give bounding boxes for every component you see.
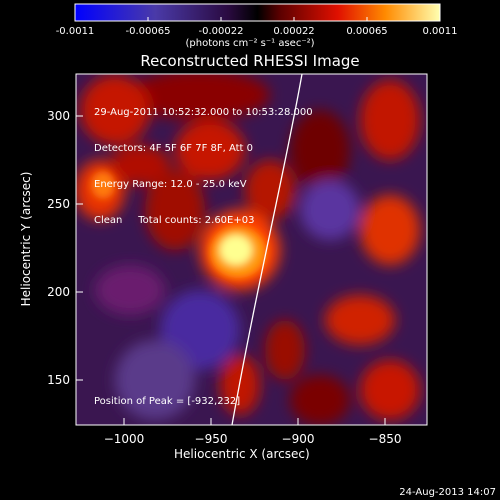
energy-range-text: Energy Range: 12.0 - 25.0 keV [94, 179, 313, 191]
observation-info: 29-Aug-2011 10:52:32.000 to 10:53:28.000… [94, 83, 313, 239]
y-tick-label: 300 [30, 109, 70, 123]
detectors-text: Detectors: 4F 5F 6F 7F 8F, Att 0 [94, 143, 313, 155]
x-tick-label: −850 [369, 432, 402, 446]
time-range-text: 29-Aug-2011 10:52:32.000 to 10:53:28.000 [94, 107, 313, 119]
x-tick-label: −950 [195, 432, 228, 446]
y-tick-label: 150 [30, 373, 70, 387]
x-tick-label: −900 [282, 432, 315, 446]
y-axis-label: Heliocentric Y (arcsec) [19, 169, 33, 309]
y-tick-label: 250 [30, 197, 70, 211]
y-tick-label: 200 [30, 285, 70, 299]
method-text: Clean Total counts: 2.60E+03 [94, 215, 313, 227]
x-tick-label: −1000 [104, 432, 145, 446]
peak-position-text: Position of Peak = [-932,232] [94, 396, 240, 408]
timestamp: 24-Aug-2013 14:07 [399, 487, 496, 498]
x-axis-label: Heliocentric X (arcsec) [174, 447, 310, 461]
